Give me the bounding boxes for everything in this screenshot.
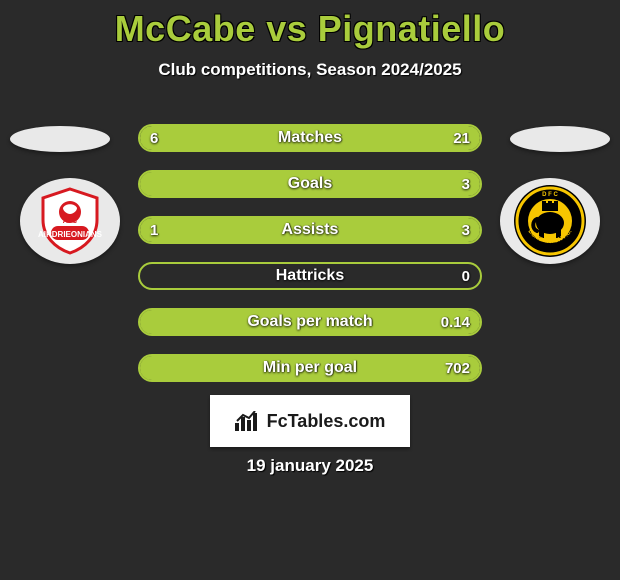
stat-value-right: 21 [453, 126, 470, 150]
stat-label: Hattricks [140, 264, 480, 288]
stat-row: 1Assists3 [138, 216, 482, 244]
stats-list: 6Matches21Goals31Assists3Hattricks0Goals… [138, 124, 482, 400]
player-disc-left [10, 126, 110, 152]
stat-value-right: 0 [462, 264, 470, 288]
player-disc-right [510, 126, 610, 152]
stat-label: Min per goal [140, 356, 480, 380]
stat-row: 6Matches21 [138, 124, 482, 152]
fctables-label: FcTables.com [267, 411, 386, 432]
stat-value-right: 702 [445, 356, 470, 380]
comparison-card: McCabe vs Pignatiello Club competitions,… [0, 0, 620, 580]
stat-label: Goals per match [140, 310, 480, 334]
svg-text:AIRDRIEONIANS: AIRDRIEONIANS [38, 230, 103, 239]
svg-text:D F C: D F C [542, 192, 558, 198]
stat-label: Matches [140, 126, 480, 150]
team-disc-left: AIRDRIEONIANS AFC [20, 178, 120, 264]
team-logo-right-icon: D F C DUMBARTON F.C. [512, 183, 588, 259]
stat-value-right: 0.14 [441, 310, 470, 334]
stat-row: Hattricks0 [138, 262, 482, 290]
stat-row: Goals3 [138, 170, 482, 198]
date-line: 19 january 2025 [0, 456, 620, 476]
subtitle: Club competitions, Season 2024/2025 [0, 60, 620, 80]
svg-text:AFC: AFC [63, 218, 77, 225]
stat-value-right: 3 [462, 218, 470, 242]
stat-row: Min per goal702 [138, 354, 482, 382]
fctables-badge[interactable]: FcTables.com [210, 395, 410, 447]
team-logo-left-icon: AIRDRIEONIANS AFC [35, 186, 105, 256]
page-title: McCabe vs Pignatiello [0, 8, 620, 50]
stat-value-right: 3 [462, 172, 470, 196]
fctables-logo-icon [235, 411, 261, 431]
stat-label: Goals [140, 172, 480, 196]
stat-row: Goals per match0.14 [138, 308, 482, 336]
stat-label: Assists [140, 218, 480, 242]
team-disc-right: D F C DUMBARTON F.C. [500, 178, 600, 264]
